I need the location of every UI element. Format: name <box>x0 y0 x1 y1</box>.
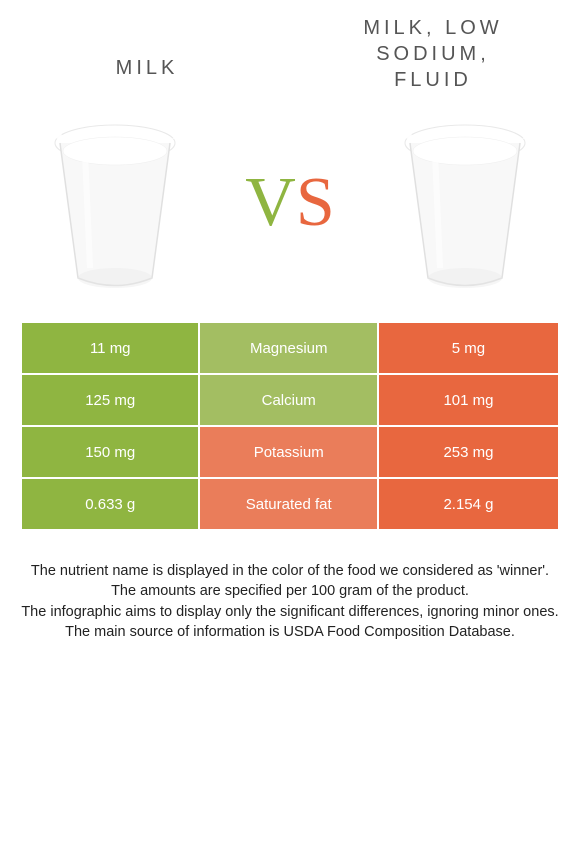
milk-glass-left <box>30 103 200 303</box>
cell-nutrient: Magnesium <box>200 323 378 373</box>
cell-left: 150 mg <box>22 427 200 477</box>
table-row: 150 mgPotassium253 mg <box>22 427 558 479</box>
vs-s: S <box>296 163 335 243</box>
footer-p4: The main source of information is USDA F… <box>20 622 560 642</box>
footer-notes: The nutrient name is displayed in the co… <box>0 561 580 642</box>
cell-right: 2.154 g <box>379 479 558 529</box>
right-title-line2: SODIUM, <box>376 43 490 65</box>
footer-p1: The nutrient name is displayed in the co… <box>20 561 560 581</box>
footer-p2: The amounts are specified per 100 gram o… <box>20 581 560 601</box>
cell-nutrient: Saturated fat <box>200 479 378 529</box>
table-row: 11 mgMagnesium5 mg <box>22 323 558 375</box>
table-row: 125 mgCalcium101 mg <box>22 375 558 427</box>
header: MILK MILK, LOW SODIUM, FLUID <box>0 0 580 93</box>
cell-nutrient: Potassium <box>200 427 378 477</box>
cell-right: 253 mg <box>379 427 558 477</box>
left-title: MILK <box>30 15 264 81</box>
right-title-line1: MILK, LOW <box>363 17 502 39</box>
vs-v: V <box>245 163 296 243</box>
right-title-line3: FLUID <box>394 69 472 91</box>
comparison-table: 11 mgMagnesium5 mg125 mgCalcium101 mg150… <box>22 323 558 531</box>
cell-nutrient: Calcium <box>200 375 378 425</box>
table-row: 0.633 gSaturated fat2.154 g <box>22 479 558 531</box>
vs-label: VS <box>245 163 335 243</box>
cell-left: 125 mg <box>22 375 200 425</box>
cell-left: 0.633 g <box>22 479 200 529</box>
footer-p3: The infographic aims to display only the… <box>20 602 560 622</box>
cell-right: 101 mg <box>379 375 558 425</box>
cell-left: 11 mg <box>22 323 200 373</box>
images-row: VS <box>0 93 580 323</box>
milk-glass-right <box>380 103 550 303</box>
cell-right: 5 mg <box>379 323 558 373</box>
right-title: MILK, LOW SODIUM, FLUID <box>316 15 550 93</box>
